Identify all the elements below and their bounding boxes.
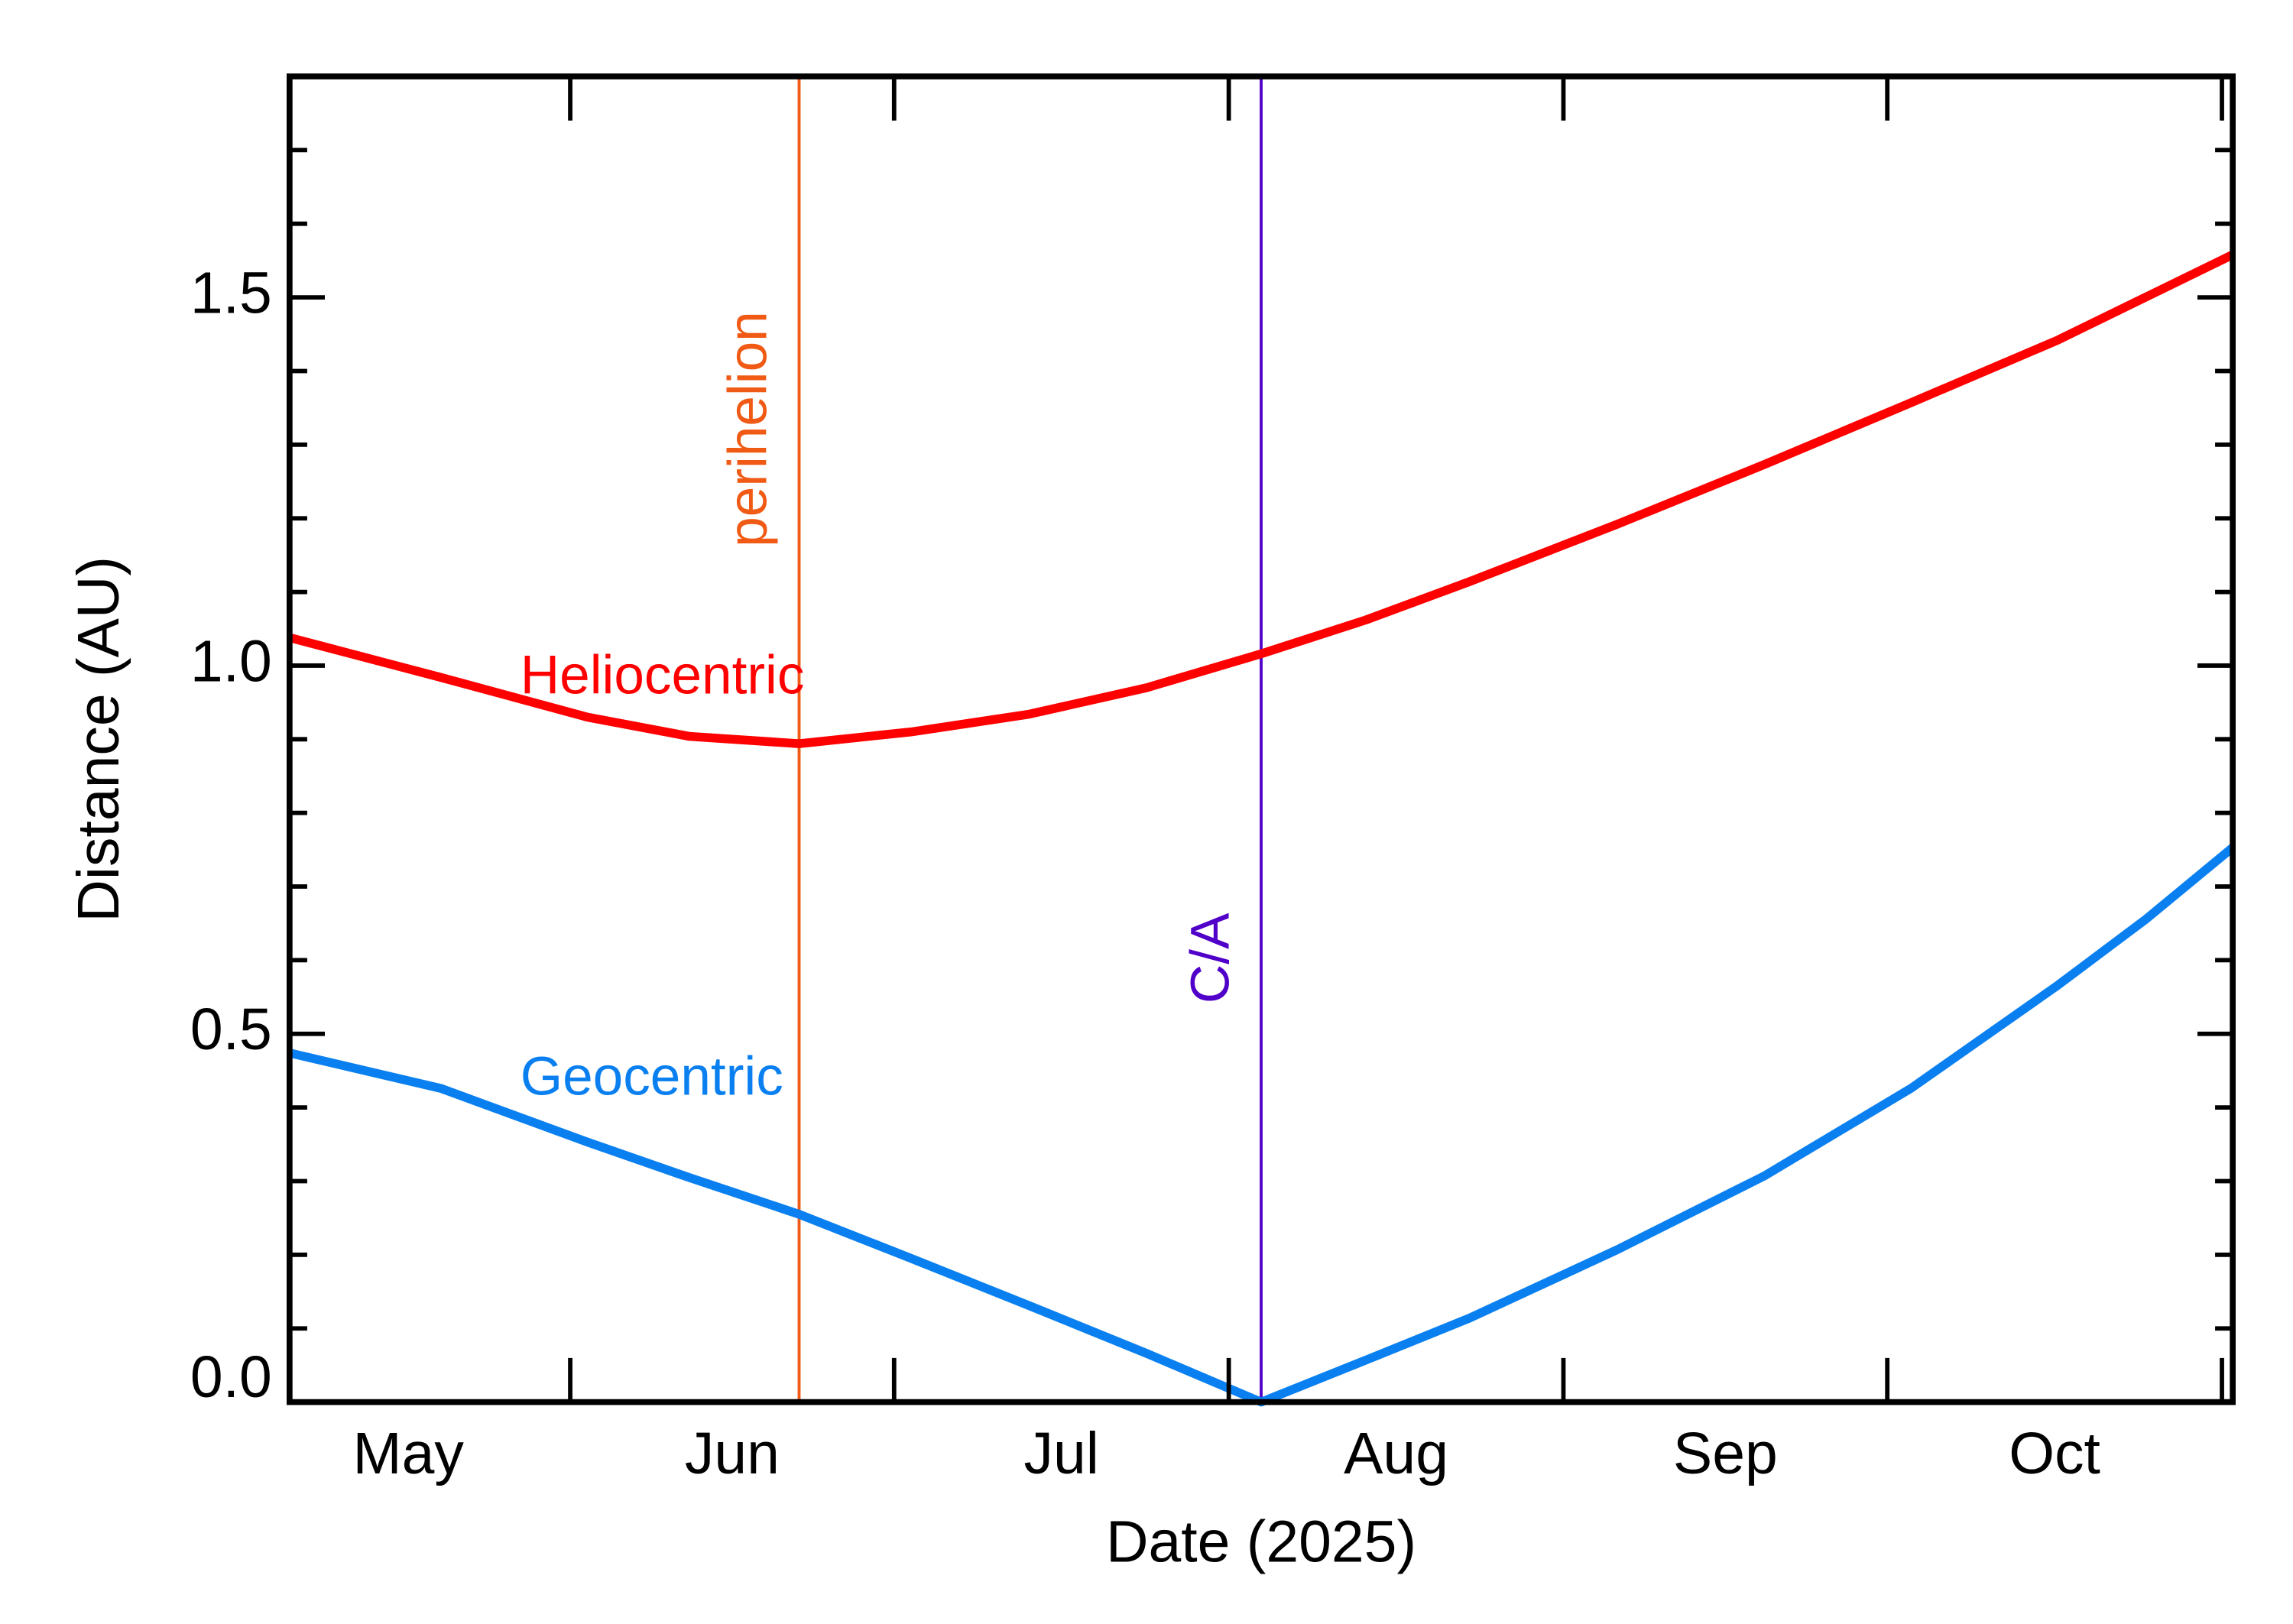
y-axis-label: Distance (AU) — [66, 556, 131, 922]
y-tick-label: 0.5 — [190, 997, 272, 1062]
event-label: perihelion — [718, 311, 779, 547]
x-tick-label: Aug — [1344, 1421, 1448, 1486]
x-tick-label: Jul — [1024, 1421, 1099, 1486]
y-tick-label: 1.5 — [190, 260, 272, 326]
series-line — [288, 251, 2235, 748]
x-axis-label: Date (2025) — [1106, 1509, 1416, 1574]
series-label: Geocentric — [521, 1046, 783, 1107]
x-tick-label: Sep — [1673, 1421, 1778, 1486]
event-label: C/A — [1180, 912, 1241, 1003]
series-label: Heliocentric — [521, 645, 805, 705]
x-tick-label: Oct — [2009, 1421, 2100, 1486]
y-tick-label: 0.0 — [190, 1344, 272, 1410]
x-tick-label: May — [353, 1421, 465, 1486]
y-tick-label: 1.0 — [190, 628, 272, 694]
x-tick-label: Jun — [685, 1421, 780, 1486]
